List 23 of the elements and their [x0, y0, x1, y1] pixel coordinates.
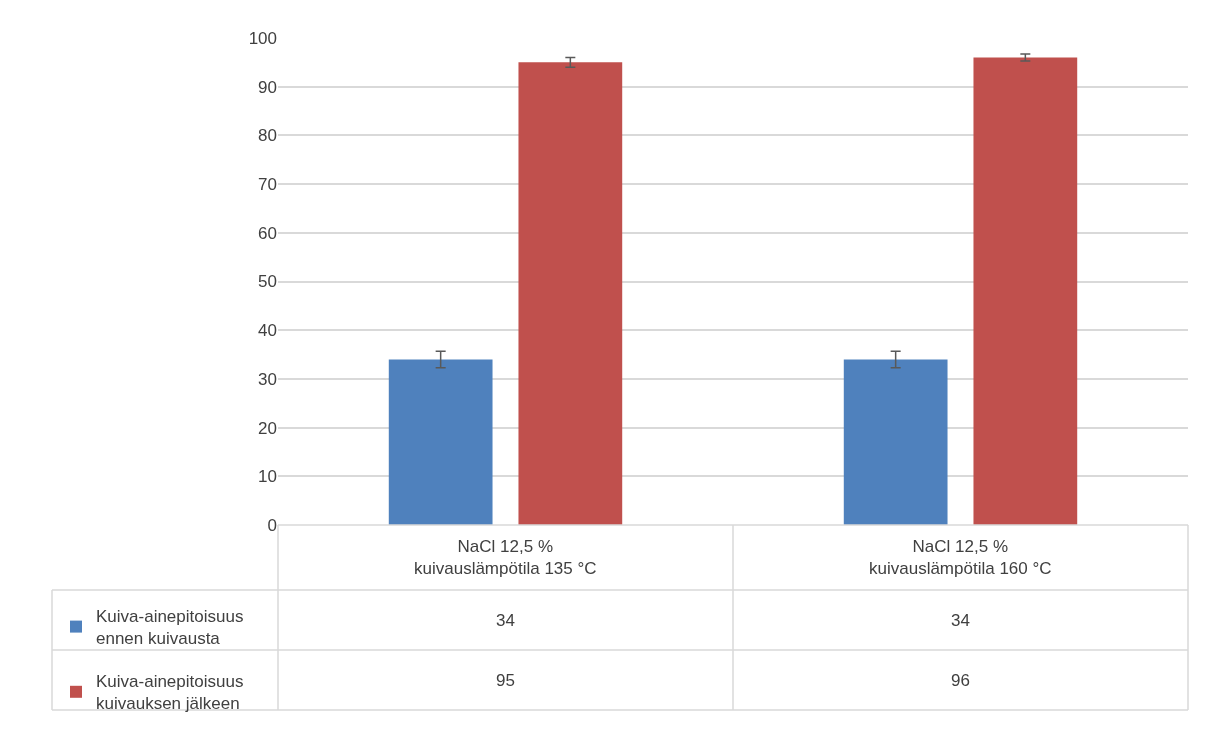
bar	[518, 62, 623, 525]
data-label: 34	[951, 611, 970, 630]
y-tick-label: 10	[258, 467, 277, 487]
data-label: 95	[496, 671, 515, 690]
y-tick-label: 100	[248, 28, 277, 48]
y-tick-label: 50	[258, 272, 277, 292]
legend-label: Kuiva-ainepitoisuus kuivauksen jälkeen	[96, 672, 244, 714]
y-tick-label: 0	[267, 515, 277, 535]
x-tick-label: NaCl 12,5 % kuivauslämpötila 160 °C	[869, 537, 1052, 579]
bar	[388, 359, 493, 525]
y-tick-label: 80	[258, 126, 277, 146]
y-tick-label: 70	[258, 175, 277, 195]
y-tick-label: 90	[258, 77, 277, 97]
data-label: 96	[951, 671, 970, 690]
y-tick-label: 60	[258, 223, 277, 243]
bar	[843, 359, 948, 525]
y-tick-label: 30	[258, 369, 277, 389]
x-tick-label: NaCl 12,5 % kuivauslämpötila 135 °C	[414, 537, 597, 579]
legend-label: Kuiva-ainepitoisuus ennen kuivausta	[96, 607, 244, 649]
y-tick-label: 20	[258, 418, 277, 438]
data-label: 34	[496, 611, 515, 630]
y-tick-label: 40	[258, 321, 277, 341]
bar	[973, 57, 1078, 525]
